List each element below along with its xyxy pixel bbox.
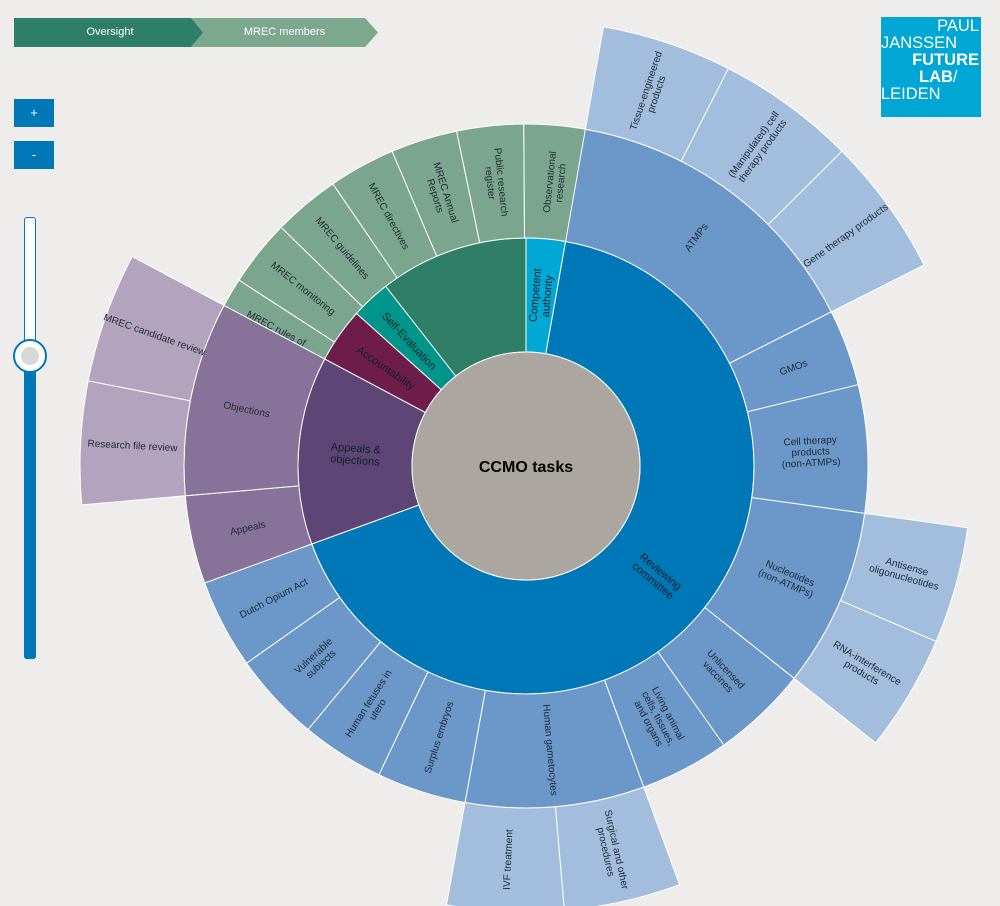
zoom-slider-fill — [24, 356, 36, 659]
zoom-slider-handle[interactable] — [13, 339, 47, 373]
segment-label-competent-authority: Competentauthority — [527, 268, 556, 324]
logo-line-leiden: LEIDEN — [881, 85, 941, 103]
logo-line-janssen: JANSSEN — [881, 34, 958, 52]
segment-ivf-treatment[interactable] — [445, 801, 565, 906]
logo-line-paul: PAUL — [937, 17, 979, 35]
segment-label-ivf-treatment: IVF treatment — [502, 829, 516, 890]
logo: PAUL JANSSEN FUTURE LAB/ LEIDEN — [881, 17, 981, 117]
segment-label-appeals-objections: Appeals &objections — [330, 441, 382, 468]
breadcrumb-item-oversight[interactable]: Oversight — [14, 18, 206, 47]
segment-mrec-candidate-review[interactable] — [87, 255, 225, 402]
logo-line-future: FUTURE — [912, 51, 979, 69]
segment-label-research-file-review: Research file review — [87, 439, 178, 455]
segment-rna-interference-products[interactable] — [793, 599, 937, 744]
logo-line-slash: / — [952, 68, 958, 86]
zoom-in-button[interactable]: + — [14, 99, 54, 127]
segment-gene-therapy-products[interactable] — [767, 150, 925, 313]
segment-label-living-animal-cells-tissues-and-organs: Living animalcells, tissues,and organs — [629, 685, 686, 753]
zoom-out-button[interactable]: - — [14, 141, 54, 169]
segment-label-cell-therapy-products-non-atmps: Cell therapyproducts(non-ATMPs) — [781, 435, 841, 471]
sunburst-center-label: CCMO tasks — [479, 459, 573, 476]
logo-line-lab: LAB — [919, 68, 953, 86]
breadcrumb-item-mrec-members[interactable]: MREC members — [191, 18, 378, 47]
segment-label-observational-research: Observationalresearch — [542, 151, 570, 215]
sunburst-center[interactable] — [411, 351, 641, 581]
